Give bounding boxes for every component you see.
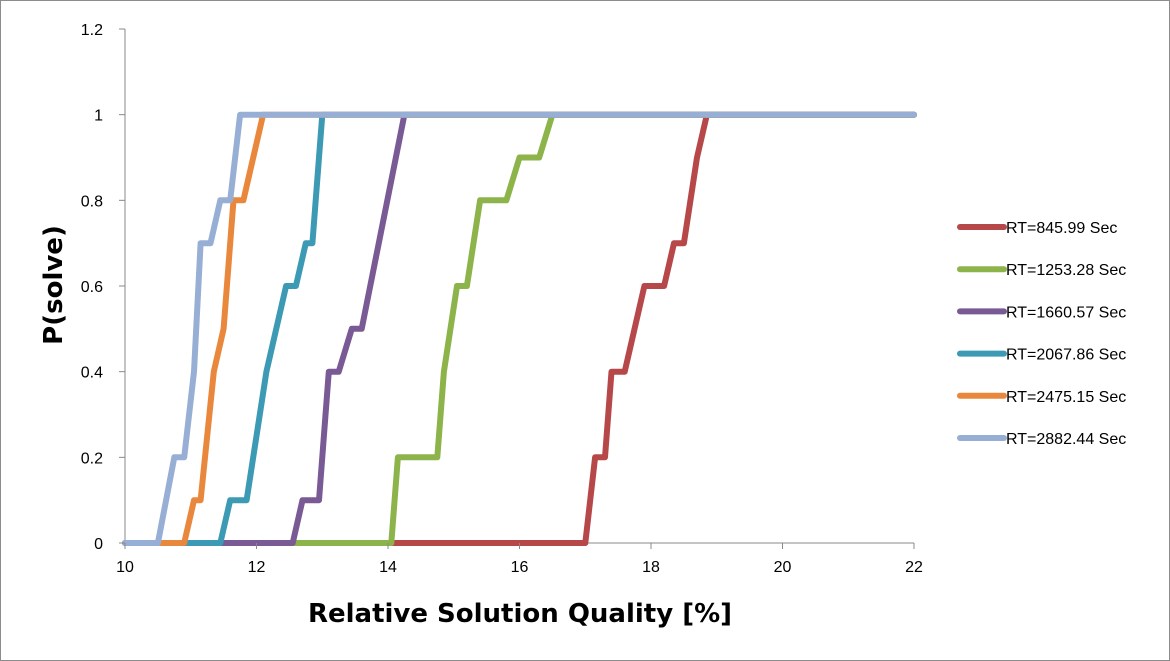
y-tick-label: 0.6 (81, 279, 103, 296)
series-line (122, 111, 917, 546)
legend: RT=845.99 Sec RT=1253.28 Sec RT=1660.57 Se… (957, 220, 1126, 448)
legend-label: RT=2882.44 Sec (1006, 431, 1126, 448)
x-tick-label: 10 (116, 559, 134, 576)
plot-area (124, 29, 914, 544)
legend-label: RT=1253.28 Sec (1006, 262, 1126, 279)
legend-label: RT=845.99 Sec (1006, 220, 1117, 237)
legend-label: RT=1660.57 Sec (1006, 304, 1126, 321)
x-axis-ticks: 10 12 14 16 18 20 22 (116, 543, 923, 576)
series-line (122, 111, 917, 546)
y-tick-label: 1 (94, 108, 103, 125)
series-line (122, 111, 917, 546)
x-tick-label: 18 (642, 559, 660, 576)
x-axis-title: Relative Solution Quality [%] (308, 599, 732, 629)
series-line (122, 111, 917, 546)
series-line (122, 111, 917, 546)
x-tick-label: 12 (248, 559, 266, 576)
x-tick-label: 14 (379, 559, 397, 576)
legend-label: RT=2067.86 Sec (1006, 347, 1126, 364)
y-tick-label: 0 (94, 536, 103, 553)
series-layer (122, 111, 917, 546)
y-tick-label: 1.2 (81, 22, 103, 39)
x-tick-label: 16 (511, 559, 529, 576)
x-tick-label: 22 (905, 559, 923, 576)
y-axis-title: P(solve) (39, 225, 69, 345)
x-tick-label: 20 (774, 559, 792, 576)
series-line (122, 111, 917, 546)
y-tick-label: 0.8 (81, 193, 103, 210)
legend-label: RT=2475.15 Sec (1006, 389, 1126, 406)
y-tick-label: 0.4 (81, 365, 103, 382)
y-tick-label: 0.2 (81, 450, 103, 467)
y-axis-ticks: 0 0.2 0.4 0.6 0.8 1 1.2 (81, 22, 125, 553)
